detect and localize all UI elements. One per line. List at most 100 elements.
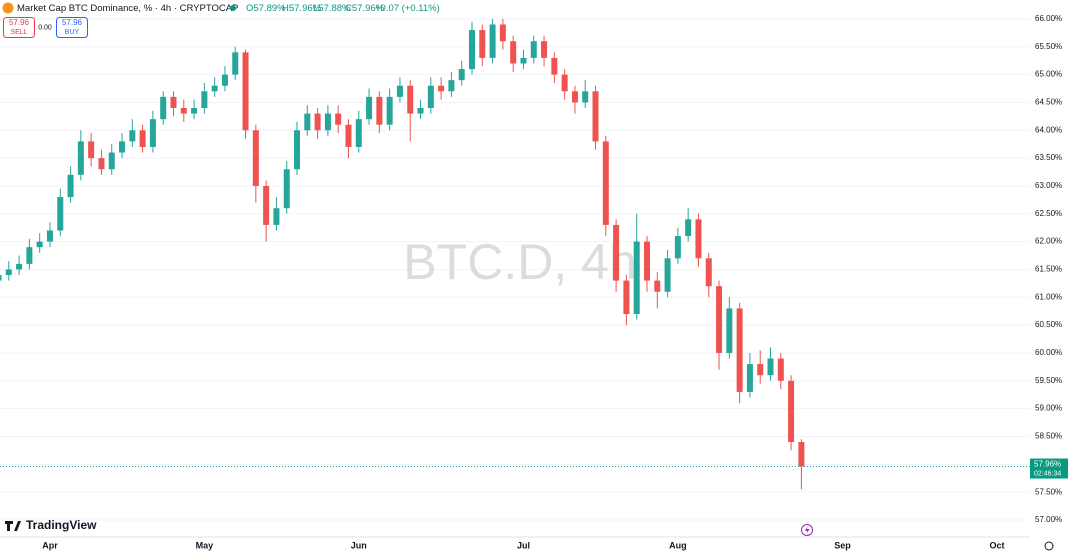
y-tick-label: 57.50% bbox=[1035, 487, 1062, 496]
candle-body bbox=[170, 96, 177, 109]
candle-body bbox=[232, 52, 239, 75]
ohlc-change: +0.07 (+0.11%) bbox=[375, 3, 440, 14]
x-tick-label: Apr bbox=[42, 540, 58, 550]
brand-logo bbox=[5, 521, 21, 531]
x-tick-label: Jun bbox=[351, 540, 367, 550]
brand-name: TradingView bbox=[26, 518, 97, 532]
x-tick-label: Aug bbox=[669, 540, 687, 550]
spread: 0.00 bbox=[38, 24, 52, 31]
candle-body bbox=[499, 24, 506, 42]
settings-icon[interactable] bbox=[1044, 541, 1054, 551]
candle-body bbox=[88, 141, 95, 159]
candle-body bbox=[396, 85, 403, 97]
candle-body bbox=[221, 74, 228, 86]
y-tick-label: 63.00% bbox=[1035, 181, 1062, 190]
candle-body bbox=[427, 85, 434, 109]
candle-body bbox=[746, 364, 753, 392]
candle-body bbox=[767, 358, 774, 376]
candle-body bbox=[520, 57, 527, 64]
candle-body bbox=[252, 130, 259, 186]
y-tick-label: 59.00% bbox=[1035, 404, 1062, 413]
candle-body bbox=[57, 197, 64, 231]
candle-body bbox=[674, 236, 681, 259]
x-tick-label: Jul bbox=[517, 540, 530, 550]
candle-body bbox=[530, 41, 537, 58]
candle-body bbox=[211, 85, 218, 92]
candle-body bbox=[119, 141, 126, 153]
candle-body bbox=[149, 119, 156, 147]
candle-body bbox=[633, 241, 640, 314]
candle-body bbox=[139, 130, 146, 147]
candle-body bbox=[366, 96, 373, 120]
candle-body bbox=[26, 247, 33, 264]
x-tick-label: Oct bbox=[989, 540, 1004, 550]
candle-body bbox=[324, 113, 331, 131]
last-price-box bbox=[1030, 458, 1068, 479]
sell-price: 57.96 bbox=[9, 18, 30, 27]
candle-body bbox=[664, 258, 671, 292]
candle-body bbox=[602, 141, 609, 225]
y-tick-label: 64.00% bbox=[1035, 125, 1062, 134]
y-tick-label: 63.50% bbox=[1035, 153, 1062, 162]
candle-body bbox=[469, 30, 475, 70]
candle-body bbox=[335, 113, 342, 125]
candle-body bbox=[283, 169, 290, 209]
watermark: BTC.D, 4h bbox=[403, 234, 636, 290]
y-tick-label: 58.50% bbox=[1035, 432, 1062, 441]
y-tick-label: 59.50% bbox=[1035, 376, 1062, 385]
candle-body bbox=[479, 30, 486, 58]
candle-body bbox=[571, 91, 578, 103]
candle-body bbox=[592, 91, 599, 142]
candle-body bbox=[685, 219, 692, 237]
buy-button[interactable] bbox=[56, 17, 88, 38]
candle-body bbox=[201, 91, 208, 109]
candle-body bbox=[98, 158, 105, 170]
y-tick-label: 60.50% bbox=[1035, 320, 1062, 329]
symbol-title[interactable]: Market Cap BTC Dominance, % · 4h · CRYPT… bbox=[17, 3, 238, 14]
candle-body bbox=[0, 275, 2, 281]
ohlc-open: O57.89% bbox=[246, 3, 286, 14]
candle-body bbox=[561, 74, 568, 92]
countdown-label: 02:46:34 bbox=[1034, 470, 1061, 477]
ohlc-low: L57.88% bbox=[313, 3, 351, 14]
y-tick-label: 65.00% bbox=[1035, 70, 1062, 79]
candle-body bbox=[613, 224, 620, 281]
candle-body bbox=[510, 41, 517, 64]
candle-body bbox=[654, 280, 661, 292]
candle-body bbox=[273, 208, 280, 225]
buy-label: BUY bbox=[65, 29, 80, 36]
candle-body bbox=[448, 80, 455, 92]
candle-body bbox=[716, 286, 723, 353]
candle-body bbox=[160, 96, 167, 120]
candle-body bbox=[191, 108, 198, 114]
sell-button[interactable] bbox=[3, 17, 35, 38]
candle-body bbox=[695, 219, 702, 259]
candle-body bbox=[180, 108, 187, 114]
candle-body bbox=[67, 174, 74, 198]
candle-body bbox=[77, 141, 84, 175]
y-tick-label: 61.50% bbox=[1035, 265, 1062, 274]
ohlc-close: C57.96% bbox=[345, 3, 385, 14]
candle-body bbox=[294, 130, 301, 170]
candle-body bbox=[386, 96, 393, 125]
y-tick-label: 66.00% bbox=[1035, 14, 1062, 23]
candle-body bbox=[129, 130, 136, 142]
x-tick-label: May bbox=[196, 540, 214, 550]
candle-body bbox=[108, 152, 115, 170]
y-tick-label: 60.00% bbox=[1035, 348, 1062, 357]
candle-body bbox=[623, 280, 630, 314]
candle-body bbox=[798, 442, 805, 467]
candle-body bbox=[16, 263, 23, 270]
y-tick-label: 61.00% bbox=[1035, 292, 1062, 301]
candle-body bbox=[36, 241, 43, 248]
candle-body bbox=[46, 230, 53, 242]
candle-body bbox=[705, 258, 712, 287]
candle-body bbox=[643, 241, 650, 281]
candle-body bbox=[314, 113, 321, 131]
candle-body bbox=[242, 52, 249, 131]
market-status bbox=[230, 5, 236, 11]
x-tick-label: Sep bbox=[834, 540, 851, 550]
y-tick-label: 64.50% bbox=[1035, 98, 1062, 107]
candle-body bbox=[407, 85, 414, 114]
